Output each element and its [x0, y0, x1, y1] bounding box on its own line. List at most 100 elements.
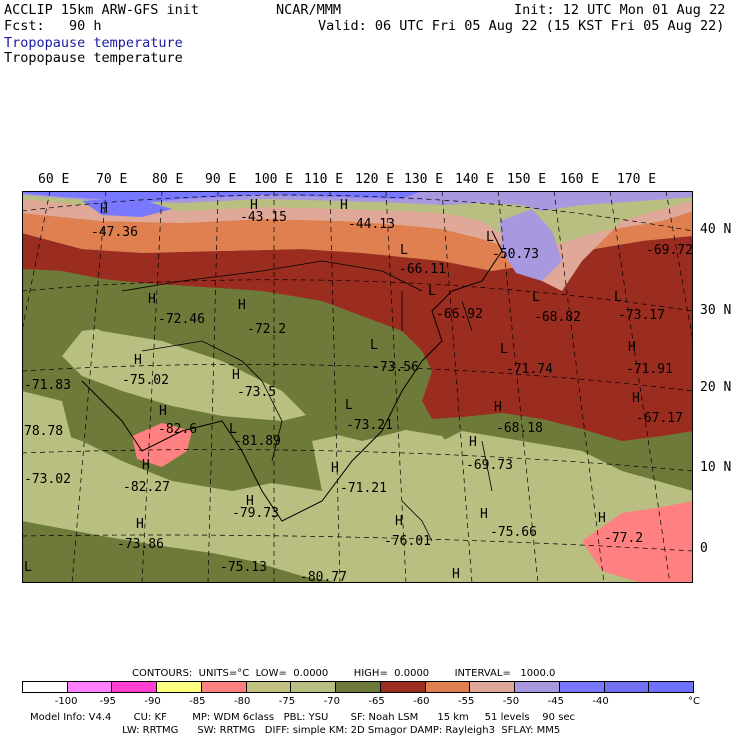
- map-frame: [22, 191, 693, 583]
- extremum-marker: H: [628, 340, 636, 355]
- extremum-marker: H: [159, 404, 167, 419]
- lat-label: 0: [700, 541, 708, 556]
- extremum-marker: H: [331, 461, 339, 476]
- legend-swatch: [157, 682, 202, 692]
- extremum-value: 78.78: [24, 424, 63, 439]
- extremum-marker: H: [134, 353, 142, 368]
- shading-minus65: [22, 231, 693, 441]
- extremum-value: -44.13: [348, 217, 395, 232]
- legend-tick-label: -55: [458, 696, 475, 707]
- extremum-marker: H: [250, 198, 258, 213]
- extremum-value: -82.27: [123, 480, 170, 495]
- lon-label: 90 E: [205, 172, 237, 187]
- lon-label: 70 E: [96, 172, 128, 187]
- legend-swatch: [336, 682, 381, 692]
- legend-tick-label: -60: [413, 696, 430, 707]
- legend-swatch: [291, 682, 337, 692]
- extremum-value: -73.02: [24, 472, 71, 487]
- extremum-value: -73.86: [117, 537, 164, 552]
- model-info: Model Info: V4.4 CU: KF MP: WDM 6class P…: [30, 712, 576, 723]
- lat-label: 10 N: [700, 460, 732, 475]
- extremum-value: -76.01: [384, 534, 431, 549]
- extremum-value: -68.18: [496, 421, 543, 436]
- legend-swatch: [23, 682, 68, 692]
- lon-label: 100 E: [254, 172, 294, 187]
- legend-tick-label: -75: [278, 696, 296, 707]
- shading-minus75-patch3: [312, 426, 462, 511]
- extremum-value: -75.13: [220, 560, 267, 575]
- extremum-marker: L: [370, 338, 378, 353]
- shading-minus50-patch: [500, 209, 562, 281]
- legend-swatch: [515, 682, 560, 692]
- extremum-value: -43.15: [240, 210, 287, 225]
- legend-tick-label: -40: [592, 696, 609, 707]
- lon-label: 80 E: [152, 172, 184, 187]
- extremum-value: -72.2: [247, 322, 286, 337]
- lat-label: 20 N: [700, 380, 732, 395]
- extremum-value: -73.56: [372, 360, 419, 375]
- coastline: [81, 230, 503, 522]
- extremum-marker: L: [24, 560, 32, 575]
- lon-label: 170 E: [617, 172, 657, 187]
- extremum-value: -77.2: [604, 531, 643, 546]
- extremum-marker: H: [480, 507, 488, 522]
- lon-label: 160 E: [560, 172, 600, 187]
- legend-tick-label: -70: [323, 696, 340, 707]
- extremum-marker: H: [494, 400, 502, 415]
- extremum-marker: H: [469, 435, 477, 450]
- country-borders: [121, 260, 493, 542]
- extremum-value: -71.74: [506, 362, 553, 377]
- extremum-marker: L: [500, 342, 508, 357]
- extremum-value: -73.5: [237, 385, 276, 400]
- lon-label: 120 E: [355, 172, 395, 187]
- contours-info: CONTOURS: UNITS=°C LOW= 0.0000 HIGH= 0.0…: [132, 668, 556, 679]
- extremum-marker: H: [598, 511, 606, 526]
- extremum-value: -73.17: [618, 308, 665, 323]
- extremum-value: -67.17: [636, 411, 683, 426]
- lat-label: 40 N: [700, 222, 732, 237]
- lon-label: 140 E: [455, 172, 495, 187]
- extremum-value: -66.11: [399, 262, 446, 277]
- shading-minus80-east: [582, 501, 693, 583]
- lon-label: 150 E: [507, 172, 547, 187]
- extremum-value: -72.46: [158, 312, 205, 327]
- extremum-value: -68.82: [534, 310, 581, 325]
- extremum-marker: H: [246, 494, 254, 509]
- extremum-marker: H: [100, 202, 108, 217]
- extremum-value: -69.73: [466, 458, 513, 473]
- shading-minus70-north: [22, 269, 432, 441]
- legend-tick-label: -80: [234, 696, 251, 707]
- legend-tick-label: -90: [144, 696, 161, 707]
- extremum-value: -82.6: [158, 422, 197, 437]
- init-time: Init: 12 UTC Mon 01 Aug 22: [514, 2, 726, 18]
- legend-tick-label: -45: [547, 696, 564, 707]
- valid-time: Valid: 06 UTC Fri 05 Aug 22 (15 KST Fri …: [318, 18, 725, 34]
- legend-swatch: [649, 682, 694, 692]
- legend-swatch: [201, 682, 247, 692]
- physics-info: LW: RRTMG SW: RRTMG DIFF: simple KM: 2D …: [30, 725, 561, 736]
- color-legend: [22, 681, 694, 693]
- extremum-marker: H: [632, 391, 640, 406]
- legend-unit: °C: [688, 696, 700, 707]
- lon-label: 130 E: [404, 172, 444, 187]
- legend-tick-label: -50: [502, 696, 520, 707]
- extremum-value: -73.21: [346, 418, 393, 433]
- legend-swatch: [470, 682, 516, 692]
- field-title-black: Tropopause temperature: [4, 50, 183, 66]
- extremum-marker: H: [142, 458, 150, 473]
- extremum-marker: H: [340, 198, 348, 213]
- extremum-marker: L: [428, 284, 436, 299]
- legend-swatch: [67, 682, 113, 692]
- extremum-value: -71.83: [24, 378, 71, 393]
- tropopause-temperature-map: H-47.36H-43.15H-44.13L-66.11L-50.73 -69.7…: [22, 191, 693, 583]
- shading-minus70-south: [22, 521, 342, 583]
- extremum-marker: H: [232, 368, 240, 383]
- legend-swatch: [425, 682, 471, 692]
- extremum-marker: L: [229, 422, 237, 437]
- shading-minus75-patch2: [22, 391, 72, 501]
- extremum-marker: L: [614, 290, 622, 305]
- extremum-value: -79.73: [232, 506, 279, 521]
- extremum-value: -81.89: [234, 434, 281, 449]
- shading-minus55: [22, 199, 693, 291]
- extremum-marker: L: [345, 398, 353, 413]
